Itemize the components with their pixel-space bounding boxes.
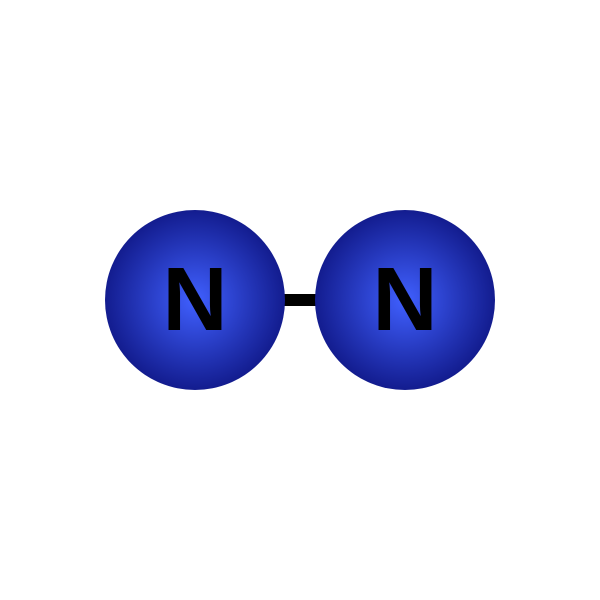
nitrogen-atom-left: N	[105, 210, 285, 390]
nitrogen-atom-right: N	[315, 210, 495, 390]
atom-label-left: N	[163, 249, 228, 352]
molecule-diagram: N N	[105, 210, 495, 390]
atom-label-right: N	[373, 249, 438, 352]
